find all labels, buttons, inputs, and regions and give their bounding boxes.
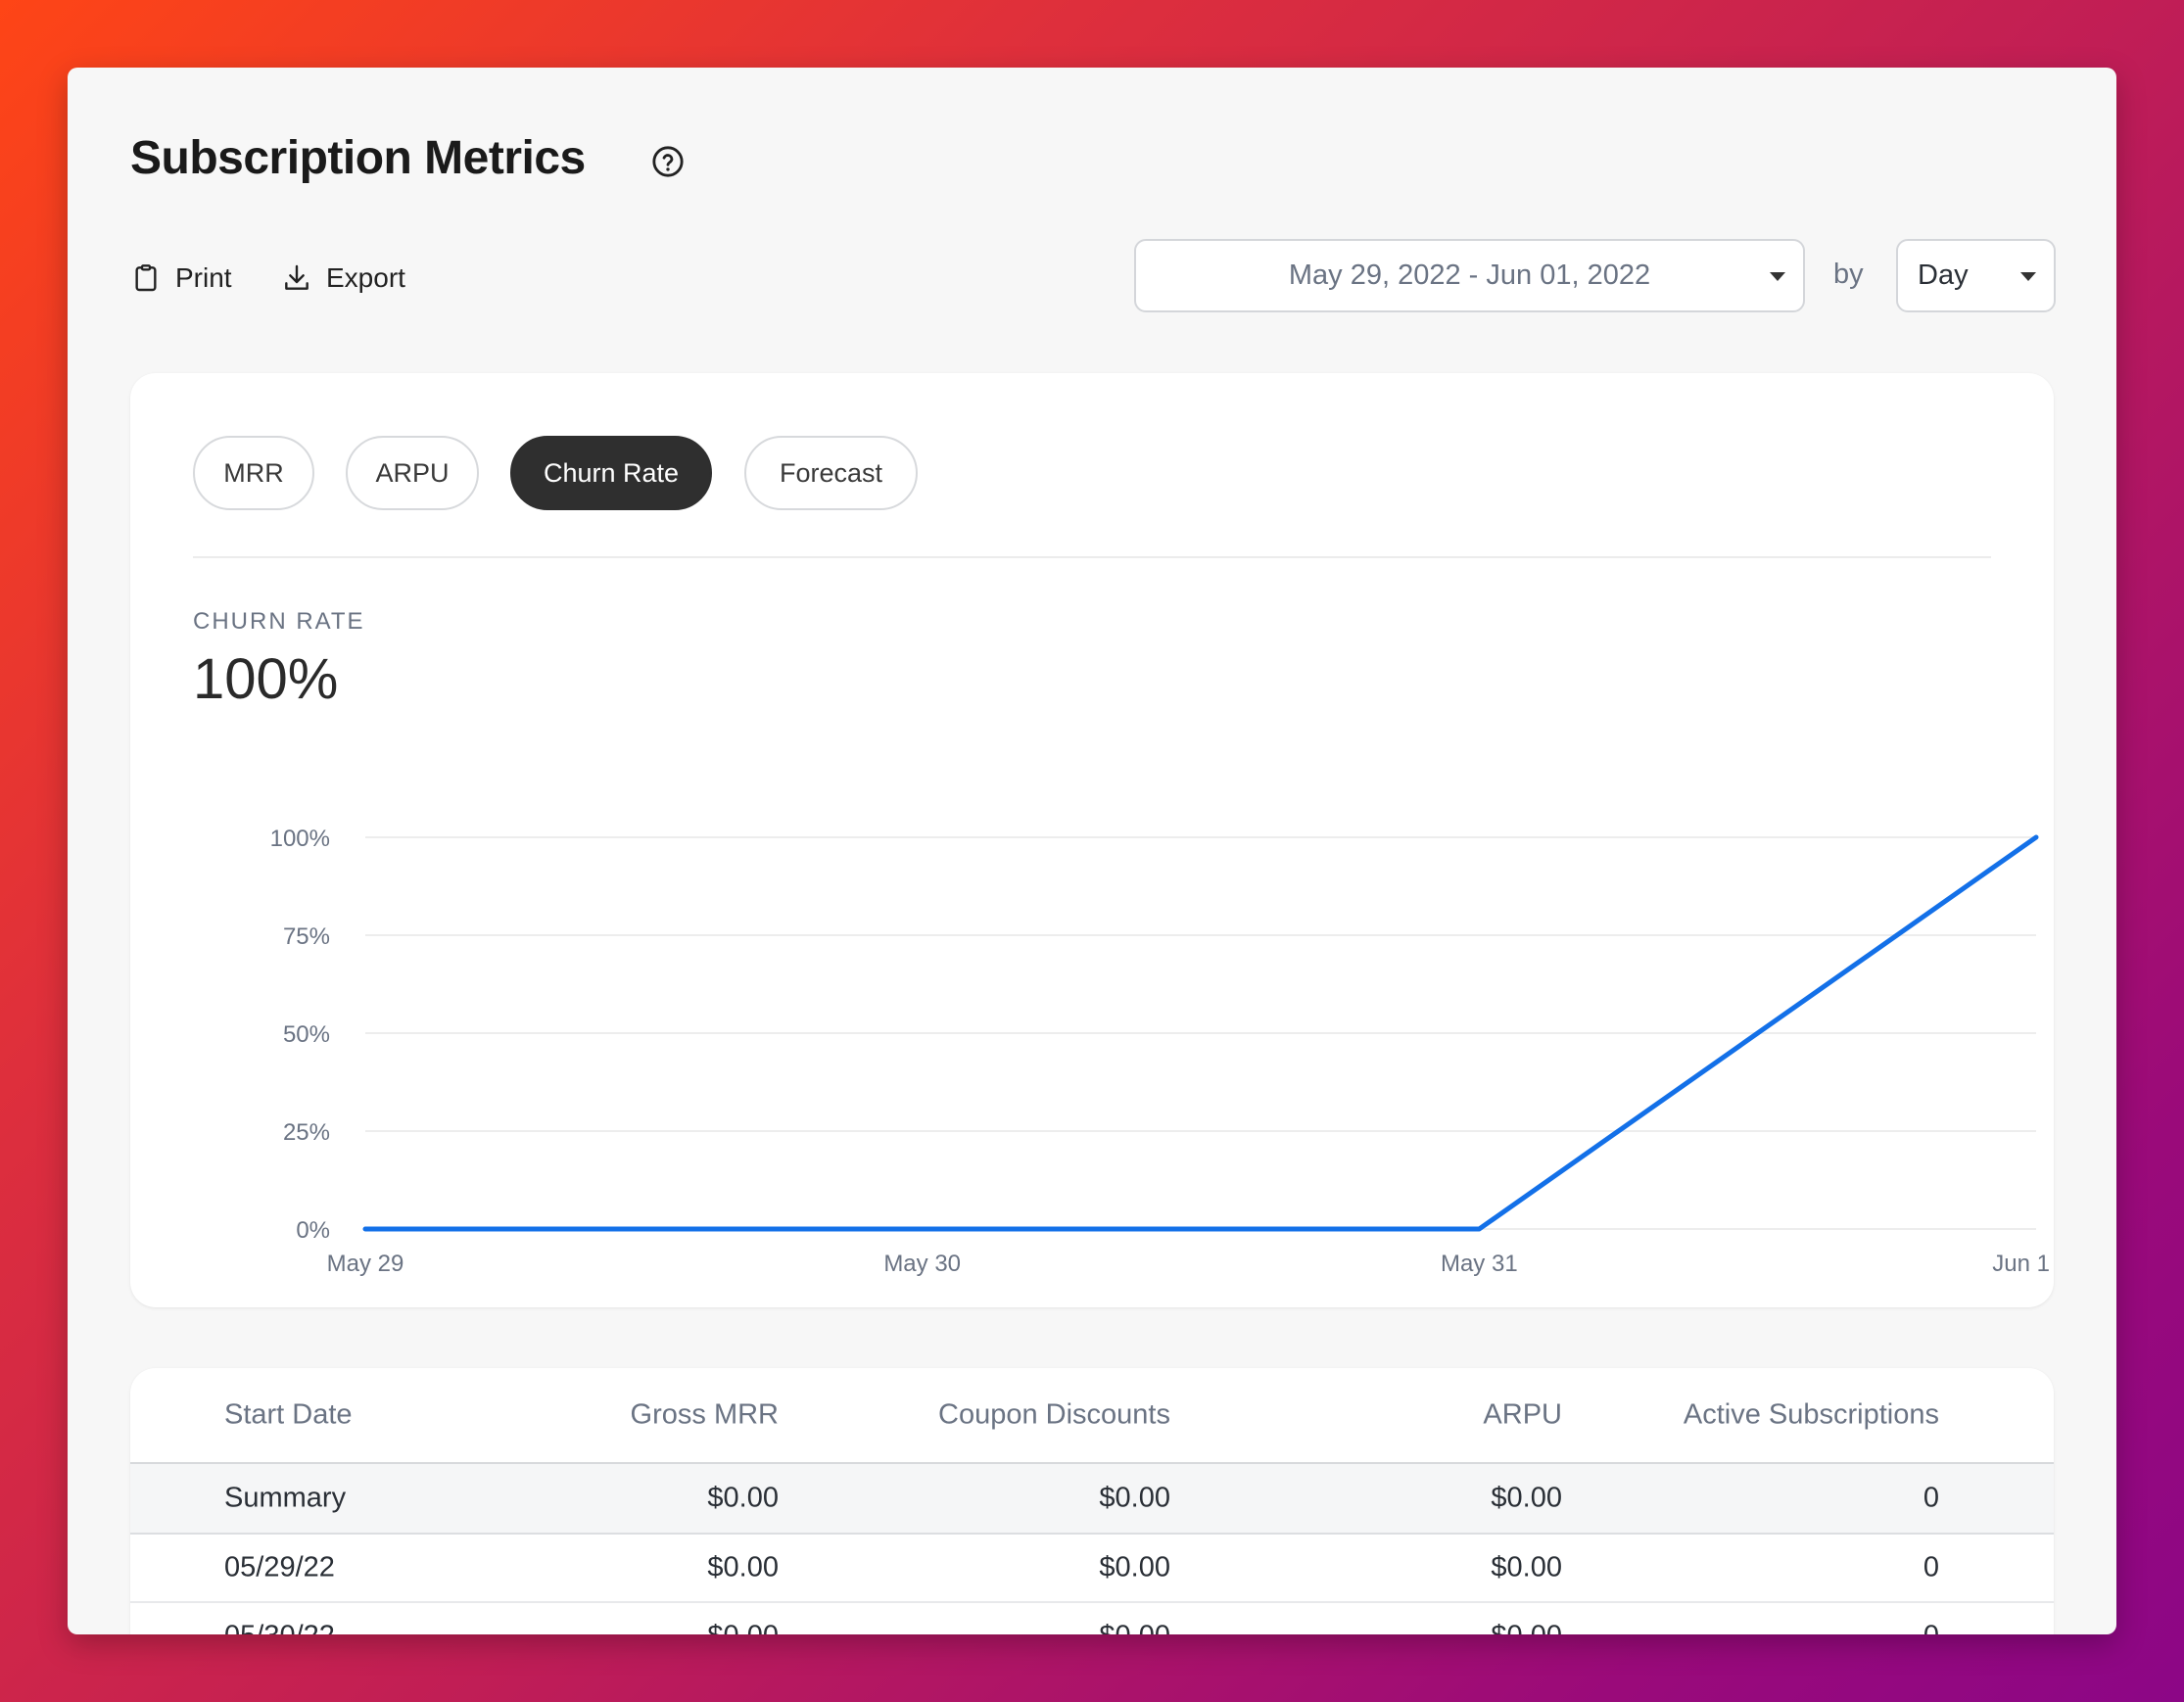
table-row[interactable]: 05/29/22 $0.00 $0.00 $0.00 0 xyxy=(130,1535,2054,1603)
summary-row: Summary $0.00 $0.00 $0.00 0 xyxy=(130,1464,2054,1535)
granularity-value: Day xyxy=(1918,260,1969,291)
table-cell: $0.00 xyxy=(707,1551,779,1584)
column-header[interactable]: Gross MRR xyxy=(630,1398,779,1431)
granularity-select[interactable]: Day xyxy=(1896,239,2056,312)
chart-card: MRR ARPU Churn Rate Forecast CHURN RATE … xyxy=(130,373,2054,1307)
y-tick-label: 50% xyxy=(283,1021,330,1048)
tab-churn-rate[interactable]: Churn Rate xyxy=(510,436,712,510)
print-button[interactable]: Print xyxy=(130,254,232,303)
table-cell: 05/29/22 xyxy=(224,1551,335,1584)
series-line xyxy=(362,834,2039,1232)
table-row[interactable]: 05/30/22 $0.00 $0.00 $0.00 0 xyxy=(130,1603,2054,1635)
page-title: Subscription Metrics xyxy=(130,132,586,184)
tab-forecast[interactable]: Forecast xyxy=(744,436,918,510)
y-tick-label: 75% xyxy=(283,923,330,950)
table-cell: $0.00 xyxy=(1491,1621,1562,1635)
y-tick-label: 25% xyxy=(283,1119,330,1146)
export-button[interactable]: Export xyxy=(281,254,405,303)
export-label: Export xyxy=(326,262,405,293)
clipboard-icon xyxy=(135,264,157,292)
table-cell: $0.00 xyxy=(1099,1482,1170,1514)
table-cell: 0 xyxy=(1923,1482,1939,1514)
divider xyxy=(193,556,1991,558)
table-cell: 0 xyxy=(1923,1551,1939,1584)
x-tick-label: May 30 xyxy=(883,1251,961,1277)
tab-mrr[interactable]: MRR xyxy=(193,436,314,510)
x-tick-label: May 31 xyxy=(1441,1251,1518,1277)
date-range-select[interactable]: May 29, 2022 - Jun 01, 2022 xyxy=(1134,239,1805,312)
table-cell: $0.00 xyxy=(1099,1551,1170,1584)
app-window: Subscription Metrics Print Export May 29… xyxy=(68,68,2116,1634)
y-tick-label: 0% xyxy=(296,1217,330,1244)
column-header[interactable]: ARPU xyxy=(1483,1398,1562,1431)
y-tick-label: 100% xyxy=(270,826,330,852)
table-cell: 05/30/22 xyxy=(224,1621,335,1635)
table-cell: $0.00 xyxy=(707,1482,779,1514)
download-icon xyxy=(285,264,309,290)
metrics-table: Start Date Gross MRR Coupon Discounts AR… xyxy=(130,1368,2054,1634)
metric-value: 100% xyxy=(193,647,339,711)
table-header: Start Date Gross MRR Coupon Discounts AR… xyxy=(130,1368,2054,1464)
column-header[interactable]: Coupon Discounts xyxy=(938,1398,1170,1431)
help-icon[interactable] xyxy=(651,145,685,178)
table-cell: Summary xyxy=(224,1482,347,1514)
date-range-value: May 29, 2022 - Jun 01, 2022 xyxy=(1288,260,1651,291)
x-tick-label: Jun 1 xyxy=(1992,1251,2050,1277)
table-cell: $0.00 xyxy=(1099,1621,1170,1635)
tab-arpu[interactable]: ARPU xyxy=(346,436,479,510)
by-label: by xyxy=(1833,259,1864,290)
metric-label: CHURN RATE xyxy=(193,608,365,635)
chevron-down-icon xyxy=(2020,272,2036,281)
table-cell: $0.00 xyxy=(707,1621,779,1635)
column-header[interactable]: Active Subscriptions xyxy=(1683,1398,1939,1431)
x-tick-label: May 29 xyxy=(327,1251,404,1277)
column-header[interactable]: Start Date xyxy=(224,1398,353,1431)
table-cell: $0.00 xyxy=(1491,1551,1562,1584)
table-cell: $0.00 xyxy=(1491,1482,1562,1514)
table-cell: 0 xyxy=(1923,1621,1939,1635)
print-label: Print xyxy=(175,262,232,293)
chevron-down-icon xyxy=(1770,272,1785,281)
churn-rate-chart: 0% 25% 50% 75% 100% May 29 May 30 May 31 Jun 1 xyxy=(270,826,2050,1277)
